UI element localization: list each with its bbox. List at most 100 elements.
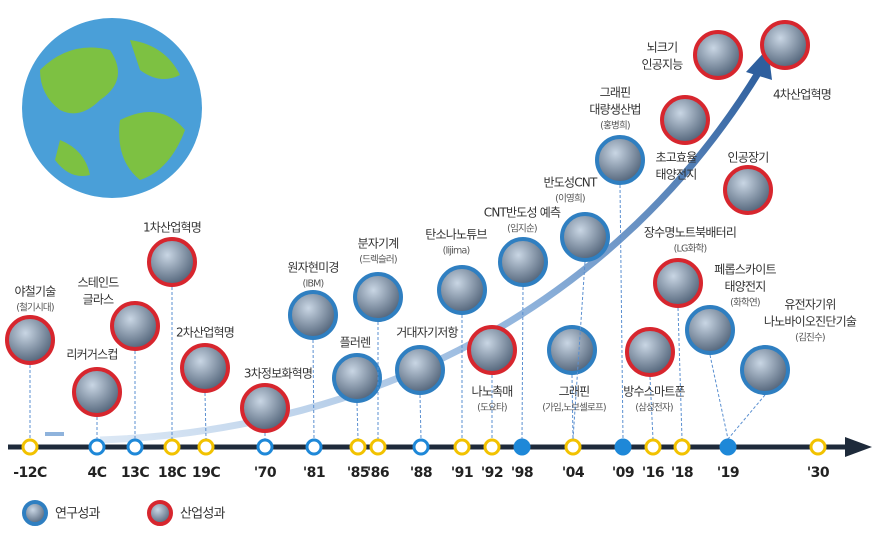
event-label: 리커거스컵 xyxy=(66,348,117,362)
event-label: 스테인드 xyxy=(78,276,120,290)
tick-dot xyxy=(614,438,632,456)
event-label: 플러렌 xyxy=(340,336,371,350)
tick-dot xyxy=(412,438,430,456)
event-label: 그래핀 xyxy=(559,385,590,399)
tick-dot xyxy=(349,438,367,456)
event-image xyxy=(395,345,445,395)
tick-label: '30 xyxy=(807,465,830,481)
connector xyxy=(312,339,315,440)
event-label: 인공지능 xyxy=(642,58,684,72)
event: 인공장기 xyxy=(723,151,773,215)
tick-label: '92 xyxy=(481,465,503,481)
legend-icon xyxy=(22,500,48,526)
tick-dot xyxy=(673,438,691,456)
event-image xyxy=(240,383,290,433)
event-label: 4차산업혁명 xyxy=(773,88,831,102)
event: 플러렌 xyxy=(332,336,382,403)
event-label: 뇌크기 xyxy=(647,41,678,55)
tick-dot xyxy=(644,438,662,456)
event: 방수스마트폰 (삼성전자) xyxy=(623,327,686,414)
tick-dot xyxy=(163,438,181,456)
tick-dot xyxy=(126,438,144,456)
connector xyxy=(619,184,624,440)
event-sub: (도요타) xyxy=(477,403,507,414)
tick-label: '18 xyxy=(671,465,693,481)
event-image xyxy=(147,237,197,287)
event-sub: (화학연) xyxy=(730,298,760,309)
event-image xyxy=(180,343,230,393)
tick-label: '85 xyxy=(347,465,369,481)
event-label: 유전자기위 xyxy=(784,298,835,312)
connector xyxy=(677,307,683,440)
tick-label: 18C xyxy=(158,465,186,481)
connector xyxy=(709,354,729,440)
event-label: 분자기계 xyxy=(358,237,399,251)
tick-dot xyxy=(453,438,471,456)
event-label: 인공장기 xyxy=(728,151,769,165)
connector xyxy=(571,374,574,440)
event: 반도성CNT (이영희) xyxy=(543,176,610,262)
event-sub: (이영희) xyxy=(555,194,585,205)
tick-dot xyxy=(719,438,737,456)
event-image xyxy=(437,265,487,315)
event-label: 그래핀 xyxy=(600,86,631,100)
event-image xyxy=(653,258,703,308)
event-label: 반도성CNT xyxy=(543,176,597,190)
event-sub: (드렉슬러) xyxy=(359,255,397,266)
event: 장수명노트북배터리 (LG화학) xyxy=(644,226,737,308)
event: 거대자기저항 xyxy=(395,326,459,395)
event-label: 태양전지 xyxy=(656,168,697,182)
event: 4차산업혁명 xyxy=(760,20,832,102)
tick-dot xyxy=(809,438,827,456)
connector xyxy=(204,392,207,440)
tick-label: '86 xyxy=(367,465,389,481)
event-image xyxy=(693,30,743,80)
tick-label: '16 xyxy=(642,465,664,481)
event-sub: (IBM) xyxy=(303,279,324,290)
event-label: 페롭스카이트 xyxy=(714,263,776,277)
globe xyxy=(22,18,202,198)
tick-label: 13C xyxy=(121,465,149,481)
event: 1차산업혁명 xyxy=(143,221,202,287)
tick-dot xyxy=(483,438,501,456)
event-label: 태양전지 xyxy=(725,280,766,294)
tick-dot xyxy=(369,438,387,456)
event-image xyxy=(353,272,403,322)
event-image xyxy=(110,301,160,351)
connector xyxy=(572,261,586,440)
event-label: 글라스 xyxy=(83,293,114,307)
event-label: 2차산업혁명 xyxy=(176,326,234,340)
event-label: 1차산업혁명 xyxy=(143,221,201,235)
tick-dot xyxy=(513,438,531,456)
event-sub: (김진수) xyxy=(795,332,825,344)
event-sub: (홍병희) xyxy=(600,120,630,132)
event-label: 3차정보화혁명 xyxy=(244,367,312,381)
legend-icon xyxy=(147,500,173,526)
event-label: 야철기술 xyxy=(15,285,57,299)
tick-label: '88 xyxy=(410,465,432,481)
connector xyxy=(521,286,524,440)
event-label: 원자현미경 xyxy=(287,261,338,275)
tick-dot xyxy=(21,438,39,456)
event-image xyxy=(685,305,735,355)
tick-label: '19 xyxy=(717,465,739,481)
event-label: 대량생산법 xyxy=(589,103,640,117)
event-sub: (임지순) xyxy=(507,223,537,235)
event-image xyxy=(467,325,517,375)
connector xyxy=(649,376,654,440)
event-image xyxy=(625,327,675,377)
event: 2차산업혁명 xyxy=(176,326,235,393)
tick-dot xyxy=(88,438,106,456)
tick-label: '09 xyxy=(612,465,634,481)
event: 나노촉매 (도요타) xyxy=(467,325,517,414)
event-sub: (가임,노보셀로프) xyxy=(542,402,606,414)
tick-dot xyxy=(564,438,582,456)
event: 야철기술 (철기시대) xyxy=(5,285,57,365)
event-label: 나노바이오진단기술 xyxy=(764,315,857,329)
timeline-arrowhead xyxy=(845,437,872,457)
